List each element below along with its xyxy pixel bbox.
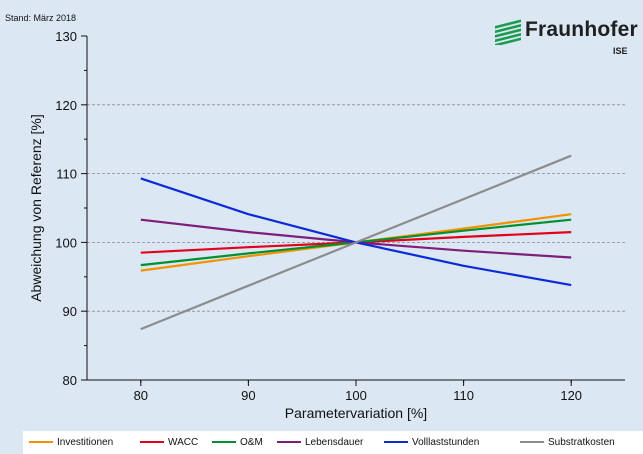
legend-swatch — [212, 441, 236, 444]
x-tick-label: 110 — [453, 388, 474, 403]
x-tick-label: 90 — [241, 388, 255, 403]
logo-stripe — [495, 37, 521, 45]
legend-item: Volllaststunden — [384, 437, 479, 449]
legend-label: Volllaststunden — [412, 437, 480, 448]
x-tick-label: 100 — [345, 388, 367, 403]
legend-label: O&M — [240, 437, 263, 448]
logo-stripe — [495, 28, 521, 38]
legend-item: O&M — [212, 437, 263, 449]
x-tick-label: 80 — [134, 388, 148, 403]
x-tick-label: 120 — [560, 388, 582, 403]
legend-item: WACC — [140, 437, 198, 449]
legend-item: Lebensdauer — [277, 437, 363, 449]
logo-name: Fraunhofer — [525, 18, 638, 41]
fraunhofer-logo-icon — [495, 19, 521, 45]
y-tick-label: 120 — [55, 98, 77, 113]
logo-stripe — [495, 33, 521, 43]
legend: Investitionen WACC O&M Lebensdauer Volllasts… — [23, 431, 643, 454]
y-tick-label: 110 — [56, 167, 77, 182]
x-axis-label: Parametervariation [%] — [285, 405, 427, 421]
y-tick-label: 80 — [63, 373, 77, 388]
legend-swatch — [384, 441, 408, 444]
legend-item: Substratkosten — [520, 437, 615, 449]
stand-label: Stand: März 2018 — [5, 13, 77, 23]
series-line-substratkosten — [140, 154, 572, 331]
logo-stripe — [495, 19, 521, 29]
y-tick-label: 90 — [63, 304, 77, 319]
y-tick-label: 100 — [55, 235, 77, 250]
legend-label: Lebensdauer — [305, 437, 364, 448]
series-line-volllaststunden — [140, 177, 572, 287]
legend-item: Investitionen — [29, 437, 113, 449]
legend-label: WACC — [168, 437, 199, 448]
legend-swatch — [140, 441, 164, 444]
y-tick-label: 130 — [55, 29, 77, 44]
logo-stripe — [495, 24, 521, 34]
legend-swatch — [277, 441, 301, 444]
legend-swatch — [29, 441, 53, 444]
fraunhofer-logo: Fraunhofer ISE — [495, 15, 643, 65]
y-axis-label: Abweichung von Referenz [%] — [28, 114, 44, 302]
logo-sub: ISE — [613, 46, 628, 56]
legend-swatch — [520, 441, 544, 444]
legend-label: Investitionen — [57, 437, 114, 448]
legend-label: Substratkosten — [548, 437, 615, 448]
